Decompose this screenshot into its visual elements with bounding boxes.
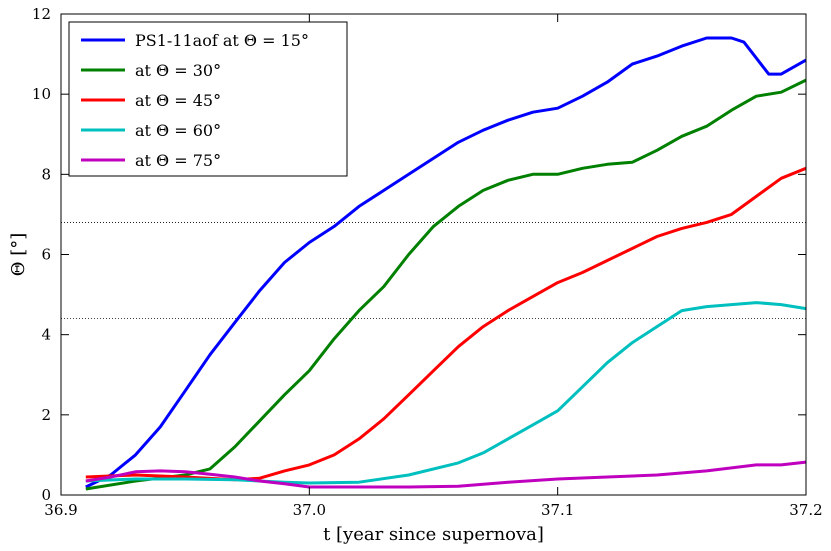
x-tick-label: 37.0 <box>293 501 326 519</box>
legend-label-3: at Θ = 45° <box>135 91 221 110</box>
x-tick-label: 36.9 <box>44 501 77 519</box>
y-tick-label: 12 <box>32 5 51 23</box>
series-line-3 <box>85 166 807 482</box>
y-tick-label: 2 <box>41 406 51 424</box>
legend: PS1-11aof at Θ = 15° at Θ = 30° at Θ = 45°… <box>68 21 348 177</box>
axis-ticks: 36.9 37.0 37.1 37.2 0 2 4 6 8 10 12 <box>32 5 823 519</box>
y-axis-label: Θ [°] <box>8 233 29 277</box>
x-tick-label: 37.1 <box>541 501 574 519</box>
series-lines <box>85 36 807 491</box>
legend-label-5: at Θ = 75° <box>135 151 221 170</box>
reference-lines <box>61 222 806 320</box>
y-tick-label: 6 <box>41 246 51 264</box>
legend-label-4: at Θ = 60° <box>135 121 221 140</box>
series-line-5 <box>85 460 807 489</box>
x-tick-label: 37.2 <box>789 501 822 519</box>
series-line-2 <box>85 78 807 491</box>
series-line-4 <box>85 301 807 485</box>
legend-label-2: at Θ = 30° <box>135 61 221 80</box>
x-axis-label: t [year since supernova] <box>323 524 544 545</box>
legend-label-1: PS1-11aof at Θ = 15° <box>135 31 309 50</box>
y-tick-label: 10 <box>32 85 51 103</box>
y-tick-label: 4 <box>41 326 51 344</box>
series-line-1 <box>85 36 807 489</box>
y-tick-label: 8 <box>41 165 51 183</box>
y-tick-label: 0 <box>41 486 51 504</box>
